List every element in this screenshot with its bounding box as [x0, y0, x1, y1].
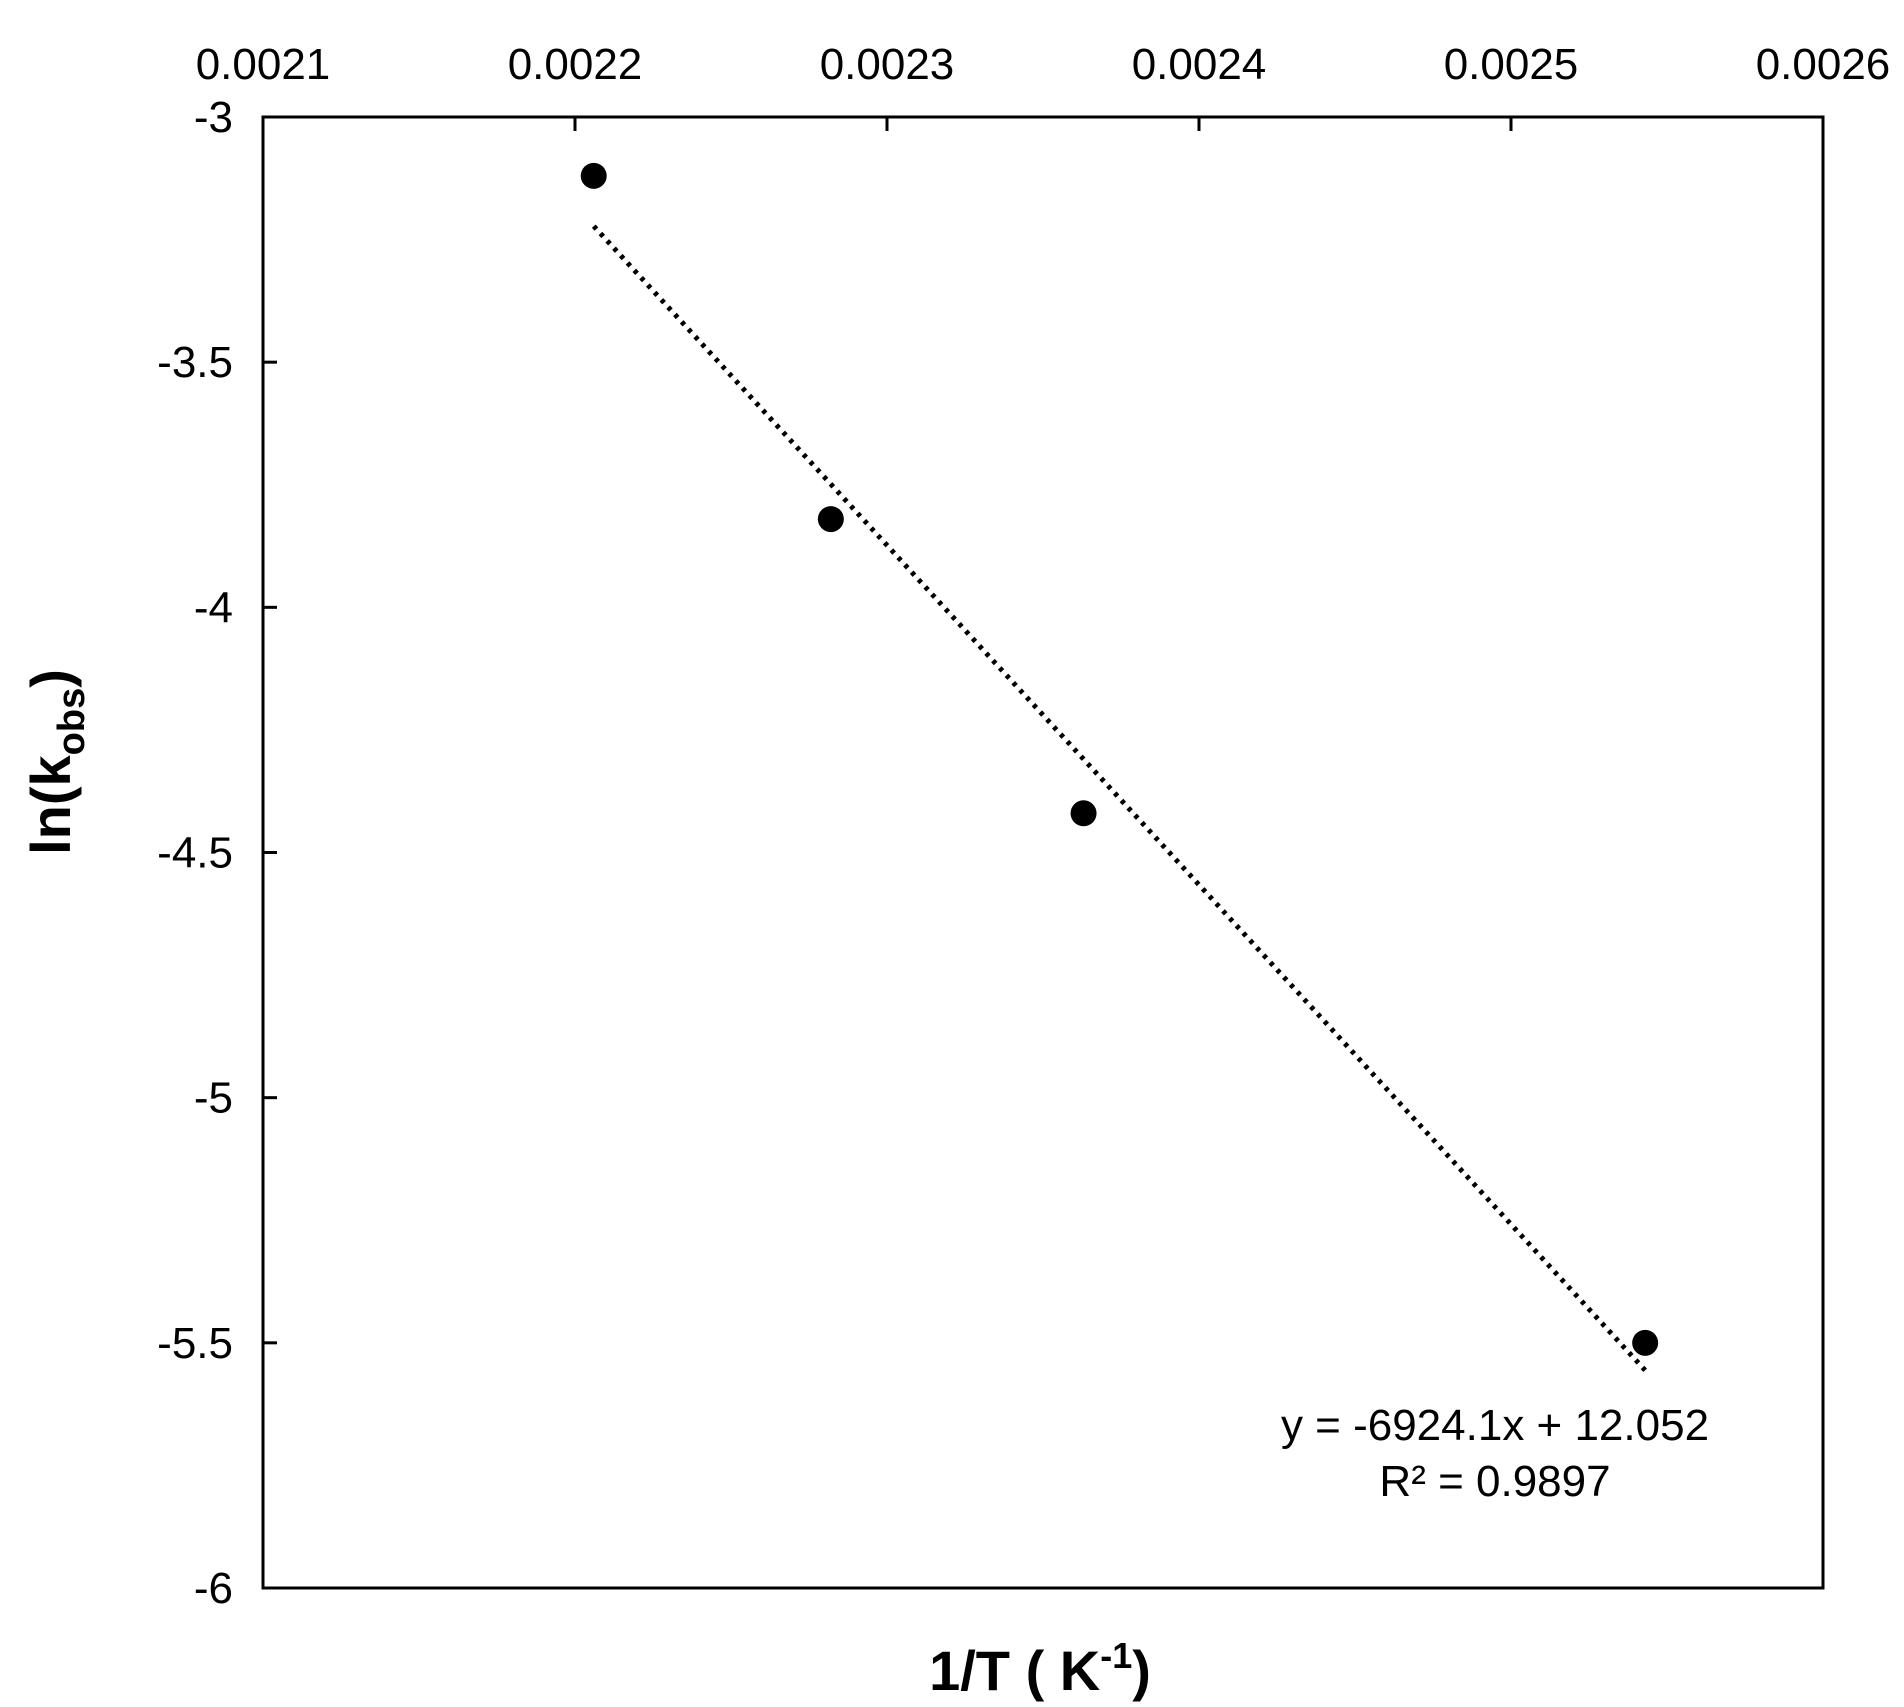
y-tick-label: -3.5: [157, 338, 233, 387]
plot-area-frame: [261, 115, 1825, 1590]
y-axis-title-end: ): [19, 669, 82, 688]
y-tick-label: -3: [194, 93, 233, 142]
data-point: [580, 162, 607, 189]
x-tick-label: 0.0021: [196, 40, 331, 89]
x-axis-title-end: ): [1132, 1639, 1151, 1702]
y-tick-label: -6: [194, 1564, 233, 1613]
data-point: [1070, 800, 1097, 827]
x-tick-label: 0.0024: [1132, 40, 1267, 89]
trendline: [591, 224, 1648, 1372]
y-axis-ticks: -3 -3.5 -4 -4.5 -5 -5.5 -6: [157, 93, 277, 1613]
y-axis-title-sub: obs: [51, 688, 93, 756]
y-tick-label: -4.5: [157, 829, 233, 878]
x-axis-title: 1/T ( K-1): [929, 1635, 1151, 1702]
data-point: [1632, 1329, 1659, 1356]
y-tick-label: -5.5: [157, 1319, 233, 1368]
x-tick-label: 0.0022: [508, 40, 643, 89]
r-squared-label: R² = 0.9897: [1379, 1457, 1610, 1506]
data-point: [817, 506, 844, 533]
y-axis-title-main: ln(k: [19, 754, 82, 854]
data-points: [580, 162, 1659, 1356]
y-tick-label: -5: [194, 1074, 233, 1123]
y-axis-title: ln(kobs): [19, 669, 93, 855]
x-axis-title-main: 1/T ( K: [929, 1639, 1100, 1702]
x-tick-label: 0.0025: [1444, 40, 1579, 89]
x-axis-title-sup: -1: [1100, 1635, 1132, 1676]
y-tick-label: -4: [194, 583, 233, 632]
trendline-group: [591, 224, 1648, 1372]
x-tick-label: 0.0023: [820, 40, 955, 89]
x-tick-label: 0.0026: [1756, 40, 1891, 89]
trendline-equation: y = -6924.1x + 12.052: [1281, 1401, 1709, 1450]
x-axis-ticks: 0.0021 0.0022 0.0023 0.0024 0.0025 0.0026: [196, 40, 1891, 131]
